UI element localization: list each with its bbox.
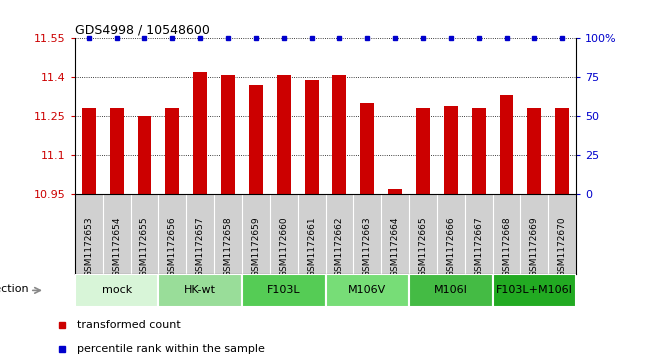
Text: GDS4998 / 10548600: GDS4998 / 10548600 <box>75 24 210 37</box>
Bar <box>388 189 402 194</box>
Bar <box>326 274 409 307</box>
Bar <box>165 109 179 194</box>
Bar <box>109 109 124 194</box>
Bar <box>444 106 458 194</box>
Bar <box>193 72 207 194</box>
Bar <box>242 274 326 307</box>
Bar <box>333 74 346 194</box>
Text: mock: mock <box>102 285 132 295</box>
Bar <box>221 74 235 194</box>
Text: M106I: M106I <box>434 285 468 295</box>
Bar <box>409 274 493 307</box>
Bar <box>555 109 569 194</box>
Text: HK-wt: HK-wt <box>184 285 216 295</box>
Bar <box>82 109 96 194</box>
Bar <box>277 74 291 194</box>
Text: infection: infection <box>0 284 29 294</box>
Bar <box>472 109 486 194</box>
Bar <box>360 103 374 194</box>
Bar <box>416 109 430 194</box>
Text: percentile rank within the sample: percentile rank within the sample <box>77 344 265 354</box>
Text: transformed count: transformed count <box>77 321 181 330</box>
Bar <box>305 80 318 194</box>
Bar <box>249 85 263 194</box>
Bar <box>137 116 152 194</box>
Bar <box>527 109 542 194</box>
Bar <box>499 95 514 194</box>
Text: F103L: F103L <box>267 285 301 295</box>
Bar <box>493 274 576 307</box>
Text: F103L+M106I: F103L+M106I <box>496 285 573 295</box>
Bar <box>158 274 242 307</box>
Bar <box>75 274 158 307</box>
Text: M106V: M106V <box>348 285 387 295</box>
